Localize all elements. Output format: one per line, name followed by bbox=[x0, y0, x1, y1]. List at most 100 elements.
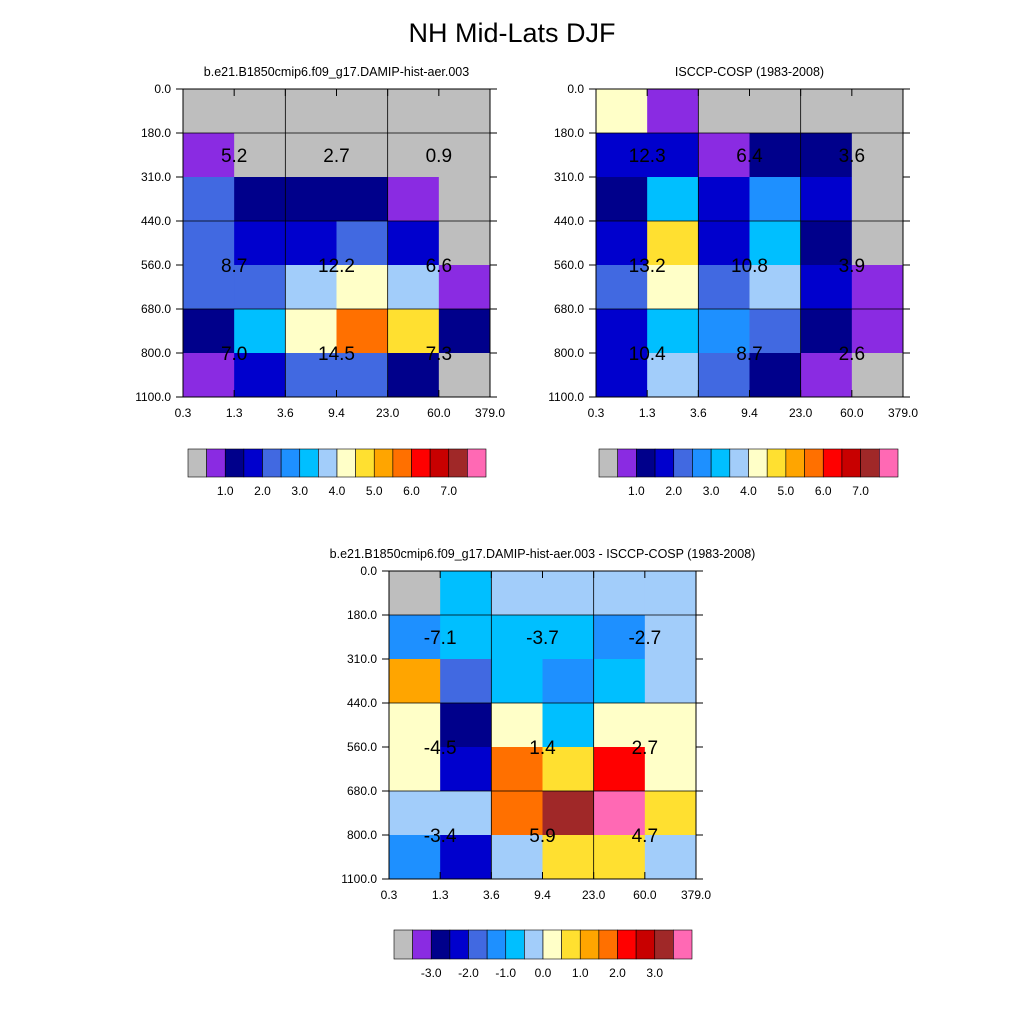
histogram-bin bbox=[698, 309, 750, 354]
histogram-bin bbox=[183, 89, 235, 134]
histogram-bin bbox=[749, 265, 802, 310]
panel-title: ISCCP-COSP (1983-2008) bbox=[675, 65, 824, 79]
x-tick-label: 9.4 bbox=[328, 406, 345, 420]
histogram-bin bbox=[285, 221, 337, 266]
colorbar-swatch bbox=[336, 448, 356, 478]
histogram-bin bbox=[749, 221, 802, 266]
histogram-bin bbox=[389, 659, 441, 704]
histogram-bin bbox=[851, 309, 904, 354]
x-tick-label: 379.0 bbox=[681, 888, 711, 902]
histogram-bin bbox=[698, 265, 750, 310]
block-value-label: 1.4 bbox=[529, 738, 556, 759]
colorbar-label: -3.0 bbox=[421, 966, 442, 980]
histogram-bin bbox=[285, 265, 337, 310]
colorbar-swatch bbox=[598, 929, 618, 960]
x-tick-label: 1.3 bbox=[432, 888, 449, 902]
y-tick-label: 440.0 bbox=[141, 214, 171, 228]
histogram-bin bbox=[389, 747, 441, 792]
colorbar-swatch bbox=[636, 448, 656, 478]
x-tick-label: 0.3 bbox=[588, 406, 605, 420]
colorbar-swatch bbox=[654, 929, 674, 960]
histogram-bin bbox=[542, 791, 595, 836]
histogram-bin bbox=[438, 265, 491, 310]
histogram-bin bbox=[234, 353, 286, 398]
colorbar-swatch bbox=[299, 448, 319, 478]
y-tick-label: 0.0 bbox=[360, 564, 377, 578]
y-tick-label: 180.0 bbox=[554, 126, 584, 140]
colorbar-swatch bbox=[561, 929, 581, 960]
panel-3: b.e21.B1850cmip6.f09_g17.DAMIP-hist-aer.… bbox=[330, 547, 756, 980]
histogram-bin bbox=[336, 265, 389, 310]
x-tick-label: 3.6 bbox=[690, 406, 707, 420]
x-tick-label: 379.0 bbox=[475, 406, 505, 420]
block-value-label: 12.3 bbox=[629, 146, 666, 167]
histogram-bin bbox=[698, 177, 750, 222]
colorbar-label: 2.0 bbox=[609, 966, 626, 980]
histogram-bin bbox=[336, 309, 389, 354]
histogram-bin bbox=[698, 221, 750, 266]
y-tick-label: 1100.0 bbox=[341, 872, 377, 886]
histogram-bin bbox=[491, 791, 543, 836]
histogram-bin bbox=[387, 265, 440, 310]
y-tick-label: 560.0 bbox=[554, 258, 584, 272]
histogram-bin bbox=[285, 353, 337, 398]
histogram-bin bbox=[800, 309, 853, 354]
colorbar-label: 3.0 bbox=[703, 484, 720, 498]
histogram-bin bbox=[285, 89, 337, 134]
block-value-label: 8.7 bbox=[221, 256, 247, 277]
histogram-bin bbox=[183, 177, 235, 222]
histogram-bin bbox=[491, 747, 543, 792]
histogram-bin bbox=[234, 177, 286, 222]
histogram-bin bbox=[387, 353, 440, 398]
histogram-bin bbox=[542, 615, 595, 660]
histogram-bin bbox=[644, 659, 697, 704]
histogram-bin bbox=[851, 221, 904, 266]
histogram-bin bbox=[647, 133, 699, 178]
colorbar-label: 5.0 bbox=[778, 484, 795, 498]
colorbar-swatch bbox=[486, 929, 507, 960]
histogram-bin bbox=[440, 659, 492, 704]
colorbar-label: -1.0 bbox=[495, 966, 516, 980]
figure-title: NH Mid-Lats DJF bbox=[408, 18, 616, 48]
histogram-bin bbox=[183, 221, 235, 266]
histogram-bin bbox=[596, 309, 648, 354]
panel-title: b.e21.B1850cmip6.f09_g17.DAMIP-hist-aer.… bbox=[330, 547, 756, 561]
colorbar-swatch bbox=[617, 448, 637, 478]
histogram-bin bbox=[647, 265, 699, 310]
colorbar-swatch bbox=[598, 448, 618, 478]
block-value-label: 13.2 bbox=[629, 256, 666, 277]
histogram-bin bbox=[647, 89, 699, 134]
colorbar-swatch bbox=[710, 448, 731, 478]
colorbar-swatch bbox=[673, 929, 693, 960]
colorbar-swatch bbox=[373, 448, 394, 478]
colorbar-swatch bbox=[187, 448, 207, 478]
colorbar-swatch bbox=[692, 448, 712, 478]
block-value-label: 3.6 bbox=[839, 146, 865, 167]
x-tick-label: 9.4 bbox=[741, 406, 758, 420]
block-value-label: 6.6 bbox=[426, 256, 452, 277]
histogram-bin bbox=[440, 791, 492, 836]
histogram-bin bbox=[644, 747, 697, 792]
histogram-bin bbox=[593, 835, 646, 880]
colorbar-swatch bbox=[542, 929, 562, 960]
colorbar-swatch bbox=[579, 929, 600, 960]
histogram-bin bbox=[800, 221, 853, 266]
histogram-bin bbox=[387, 133, 440, 178]
histogram-bin bbox=[336, 221, 389, 266]
histogram-bin bbox=[440, 571, 492, 616]
colorbar-label: 4.0 bbox=[329, 484, 346, 498]
histogram-bin bbox=[644, 835, 697, 880]
colorbar-swatch bbox=[617, 929, 637, 960]
histogram-bin bbox=[438, 89, 491, 134]
y-tick-label: 0.0 bbox=[567, 82, 584, 96]
histogram-bin bbox=[800, 89, 853, 134]
histogram-bin bbox=[183, 309, 235, 354]
histogram-bin bbox=[851, 133, 904, 178]
histogram-bin bbox=[438, 177, 491, 222]
x-tick-label: 1.3 bbox=[639, 406, 656, 420]
colorbar-swatch bbox=[766, 448, 787, 478]
colorbar-swatch bbox=[412, 929, 432, 960]
histogram-bin bbox=[234, 265, 286, 310]
histogram-bin bbox=[389, 791, 441, 836]
colorbar-swatch bbox=[673, 448, 693, 478]
